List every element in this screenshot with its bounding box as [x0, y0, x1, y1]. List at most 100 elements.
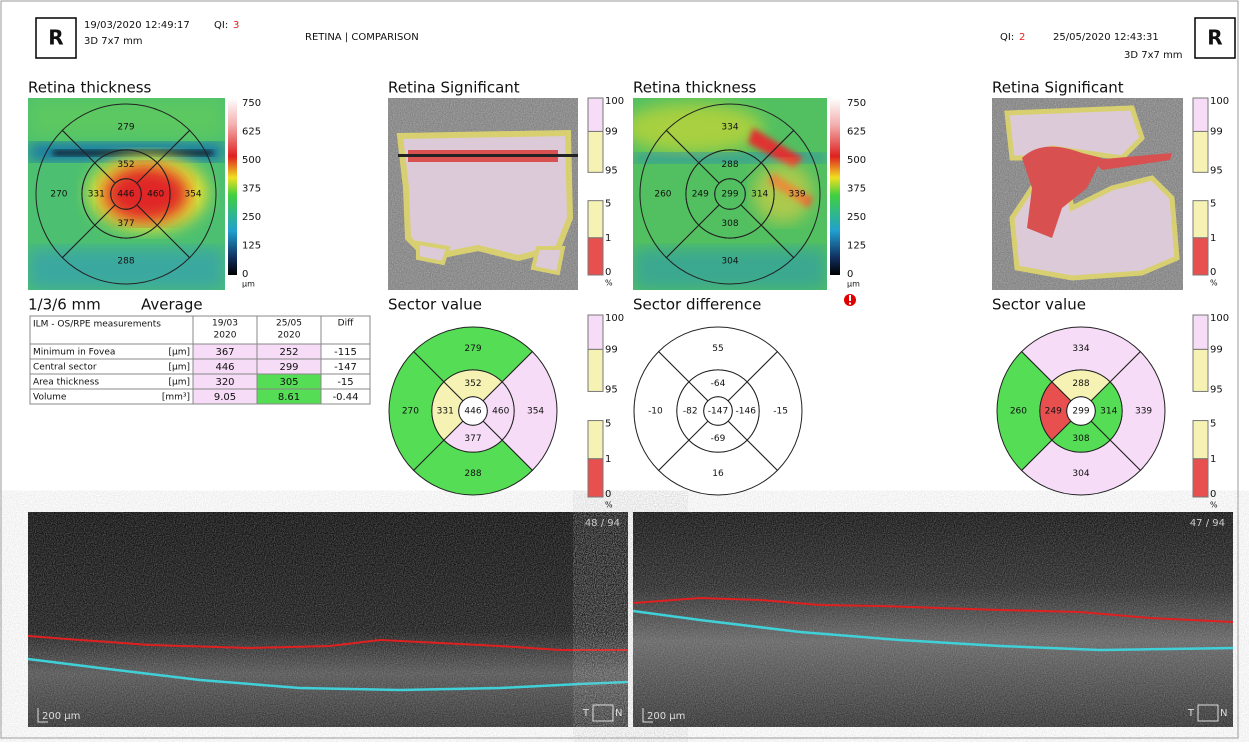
scale-label: 99	[605, 126, 618, 137]
colorbar	[830, 98, 840, 275]
inner-value: 288	[721, 160, 738, 170]
eye: R	[1207, 26, 1222, 50]
inner-value: 314	[1100, 407, 1117, 417]
eye: R	[48, 26, 63, 50]
qi: 3	[233, 20, 239, 31]
scale-label: 100	[1210, 313, 1229, 324]
outer-value: 339	[1135, 407, 1152, 417]
scale-label: 99	[605, 344, 618, 355]
row-unit: [µm]	[168, 363, 190, 373]
inner-value: 460	[147, 190, 164, 200]
colorbar-label: 500	[847, 155, 866, 166]
panel-title: Sector difference	[633, 296, 761, 314]
inner-value: 331	[437, 407, 454, 417]
scan: 3D 7x7 mm	[1124, 50, 1183, 61]
row-unit: [µm]	[168, 348, 190, 358]
panel-title: Retina Significant	[388, 79, 520, 97]
scale-pink	[1193, 315, 1208, 349]
outer-value: 339	[788, 190, 805, 200]
panel-title: Sector value	[388, 296, 482, 314]
scale-yellow	[1193, 421, 1208, 459]
inner-value: 249	[692, 190, 709, 200]
scale-red	[1193, 238, 1208, 275]
scale-label: 5	[1210, 419, 1216, 430]
scale-label: 99	[1210, 126, 1223, 137]
scale-label: 0	[605, 267, 611, 278]
row-value: 320	[215, 377, 234, 388]
outer-value: 270	[402, 407, 419, 417]
scale: 200 µm	[42, 711, 80, 722]
panel-title: Sector value	[992, 296, 1086, 314]
significance-map	[992, 98, 1183, 290]
center-value: 446	[117, 190, 134, 200]
row-label: Area thickness	[33, 378, 99, 388]
colorbar-label: 750	[847, 98, 866, 109]
temporal: T	[1187, 708, 1195, 719]
scale-label: 0	[1210, 489, 1216, 500]
row-value: -15	[337, 377, 353, 388]
temporal: T	[582, 708, 590, 719]
inner-value: 288	[1072, 379, 1089, 389]
row-value: -115	[334, 347, 357, 358]
date: 19/03/2020 12:49:17	[84, 20, 190, 31]
report-title: RETINA | COMPARISON	[305, 32, 419, 43]
outer-value: 55	[712, 344, 723, 354]
report: R 19/03/2020 12:49:17 QI: 3 3D 7x7 mm RE…	[0, 0, 1249, 742]
inner-value: -82	[683, 407, 698, 417]
header-text: Diff	[338, 319, 354, 329]
center-value: 299	[1072, 407, 1089, 417]
outer-value: 260	[654, 190, 671, 200]
scale-label: 95	[1210, 384, 1223, 395]
slice: 47 / 94	[1190, 518, 1225, 529]
scale-label: 95	[605, 384, 618, 395]
scale-pink	[588, 315, 603, 349]
inner-value: 314	[751, 190, 768, 200]
row-label: Central sector	[33, 363, 97, 373]
colorbar-label: 500	[242, 155, 261, 166]
row-value: 299	[279, 362, 298, 373]
scale-yellow	[588, 349, 603, 391]
outer-value: -15	[773, 407, 788, 417]
scale-pink	[588, 98, 603, 131]
inner-value: 352	[117, 160, 134, 170]
average-title: Average	[141, 296, 203, 314]
row-value: 446	[215, 362, 234, 373]
scale-yellow	[588, 131, 603, 172]
scale-label: 95	[605, 165, 618, 176]
inner-value: 249	[1045, 407, 1062, 417]
scale-label: 5	[1210, 199, 1216, 210]
inner-value: 308	[721, 219, 738, 229]
row-value: -147	[334, 362, 357, 373]
scale-label: 5	[605, 419, 611, 430]
row-value: 8.61	[278, 392, 300, 403]
scale-yellow	[1193, 201, 1208, 238]
scale-unit: %	[605, 279, 613, 288]
outer-value: 270	[50, 190, 67, 200]
nasal: N	[615, 708, 622, 719]
nasal: N	[1220, 708, 1227, 719]
row-label: Minimum in Fovea	[33, 348, 115, 358]
colorbar-label: 0	[847, 269, 853, 280]
outer-value: 354	[527, 407, 544, 417]
scale-unit: %	[1210, 279, 1218, 288]
outer-value: -10	[648, 407, 663, 417]
header-text: 2020	[278, 331, 301, 341]
scale-yellow	[588, 421, 603, 459]
page: R 19/03/2020 12:49:17 QI: 3 3D 7x7 mm RE…	[0, 0, 1249, 746]
outer-value: 279	[117, 122, 134, 132]
inner-value: 460	[492, 407, 509, 417]
panel-title: Retina thickness	[28, 79, 152, 97]
scale-label: 0	[1210, 267, 1216, 278]
colorbar-label: 0	[242, 269, 248, 280]
slice: 48 / 94	[585, 518, 620, 529]
warning-icon-mark	[849, 295, 851, 301]
scale-yellow	[1193, 131, 1208, 172]
colorbar-label: 250	[847, 212, 866, 223]
scale-yellow	[588, 201, 603, 238]
warning-icon-dot	[849, 303, 851, 305]
scale-red	[588, 459, 603, 497]
colorbar-unit: µm	[847, 280, 860, 289]
row-value: 252	[279, 347, 298, 358]
header-text: 25/05	[276, 319, 302, 329]
date: 25/05/2020 12:43:31	[1053, 32, 1159, 43]
